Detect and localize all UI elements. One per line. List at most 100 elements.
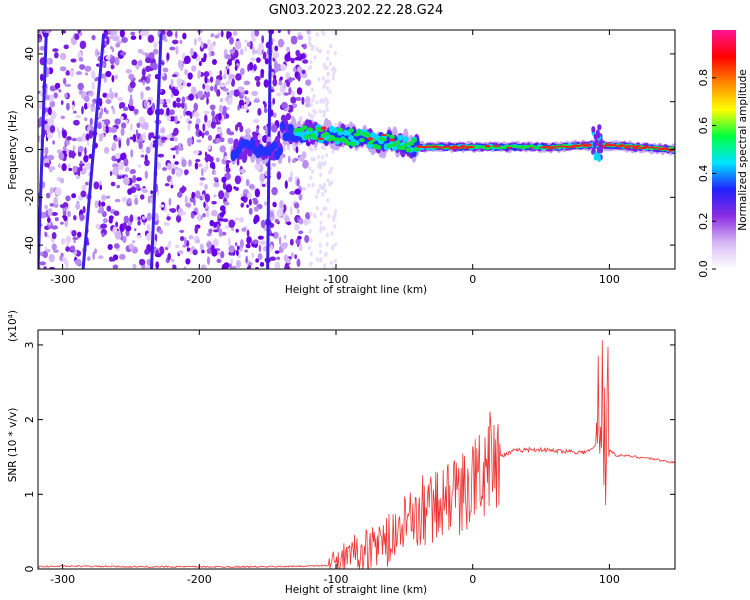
noise-speckle bbox=[306, 30, 311, 35]
noise-speckle bbox=[39, 45, 46, 51]
tone-blob bbox=[397, 134, 404, 141]
noise-speckle bbox=[135, 129, 139, 138]
colorbar-label: Normalized spectral amplitude bbox=[737, 69, 749, 230]
noise-speckle bbox=[300, 53, 306, 59]
noise-speckle bbox=[276, 256, 281, 261]
noise-speckle bbox=[75, 114, 81, 119]
noise-speckle bbox=[319, 228, 323, 234]
noise-speckle bbox=[269, 256, 277, 261]
noise-speckle bbox=[125, 119, 129, 124]
noise-speckle bbox=[220, 250, 225, 259]
noise-speckle bbox=[98, 200, 101, 208]
noise-speckle bbox=[274, 63, 281, 72]
noise-speckle bbox=[213, 177, 218, 182]
tone-blob bbox=[583, 144, 590, 148]
noise-speckle bbox=[179, 211, 187, 216]
noise-speckle bbox=[289, 238, 294, 246]
noise-speckle bbox=[310, 46, 314, 52]
noise-speckle bbox=[270, 124, 278, 133]
noise-speckle bbox=[140, 30, 145, 37]
noise-speckle bbox=[239, 67, 245, 76]
noise-speckle bbox=[136, 234, 143, 239]
noise-speckle bbox=[193, 111, 200, 118]
noise-speckle bbox=[231, 78, 236, 87]
noise-speckle bbox=[214, 34, 219, 39]
noise-speckle bbox=[199, 177, 206, 181]
noise-speckle bbox=[309, 64, 313, 70]
noise-speckle bbox=[49, 100, 56, 108]
noise-speckle bbox=[194, 190, 201, 199]
noise-speckle bbox=[192, 249, 198, 256]
noise-speckle bbox=[246, 192, 252, 199]
noise-speckle bbox=[119, 101, 126, 109]
noise-speckle bbox=[182, 32, 187, 40]
noise-speckle bbox=[274, 250, 280, 254]
noise-speckle bbox=[244, 249, 248, 253]
noise-speckle bbox=[137, 48, 144, 54]
noise-speckle bbox=[98, 111, 103, 119]
noise-speckle bbox=[141, 51, 146, 56]
tone-blob bbox=[380, 133, 387, 137]
noise-speckle bbox=[244, 103, 249, 112]
noise-speckle bbox=[200, 41, 204, 49]
tone-blob bbox=[553, 147, 560, 149]
noise-speckle bbox=[330, 231, 334, 236]
noise-speckle bbox=[329, 44, 333, 49]
tone-blob bbox=[320, 126, 327, 130]
noise-speckle bbox=[70, 58, 77, 63]
noise-speckle bbox=[283, 92, 290, 96]
colorbar-tick-label: 0.6 bbox=[697, 117, 710, 135]
noise-speckle bbox=[151, 102, 156, 112]
noise-speckle bbox=[282, 144, 286, 152]
noise-speckle bbox=[201, 193, 205, 200]
noise-speckle bbox=[261, 35, 264, 44]
noise-speckle bbox=[111, 258, 115, 262]
noise-speckle bbox=[297, 72, 301, 82]
noise-speckle bbox=[170, 78, 174, 88]
figure-title: GN03.2023.202.22.28.G24 bbox=[269, 3, 444, 18]
noise-speckle bbox=[205, 92, 211, 98]
noise-speckle bbox=[193, 197, 196, 206]
noise-speckle bbox=[137, 164, 142, 168]
tone-blob bbox=[323, 131, 330, 136]
noise-speckle bbox=[50, 186, 54, 195]
noise-speckle bbox=[45, 30, 52, 34]
noise-speckle bbox=[141, 68, 146, 77]
noise-speckle bbox=[225, 167, 231, 173]
noise-speckle bbox=[319, 165, 323, 170]
noise-speckle bbox=[225, 81, 230, 86]
noise-speckle bbox=[101, 194, 107, 202]
noise-speckle bbox=[263, 102, 267, 109]
noise-speckle bbox=[219, 137, 225, 143]
noise-speckle bbox=[144, 248, 150, 255]
noise-speckle bbox=[166, 30, 173, 37]
noise-speckle bbox=[213, 194, 217, 198]
noise-speckle bbox=[316, 154, 320, 160]
noise-speckle bbox=[153, 41, 158, 49]
noise-speckle bbox=[77, 168, 81, 177]
snr-y-tick-label: 3 bbox=[23, 341, 36, 348]
noise-speckle bbox=[283, 82, 287, 89]
spectrogram-x-tick-label: -100 bbox=[324, 273, 349, 286]
spectrogram-y-tick-label: -40 bbox=[23, 236, 36, 254]
noise-speckle bbox=[172, 88, 180, 97]
tone-blob bbox=[460, 145, 467, 148]
noise-speckle bbox=[81, 105, 84, 115]
noise-speckle bbox=[323, 160, 327, 166]
noise-speckle bbox=[132, 175, 137, 184]
noise-speckle bbox=[109, 171, 113, 176]
noise-speckle bbox=[128, 97, 134, 107]
noise-speckle bbox=[53, 196, 58, 205]
noise-speckle bbox=[333, 214, 337, 219]
noise-speckle bbox=[112, 264, 119, 269]
noise-speckle bbox=[97, 255, 104, 260]
noise-speckle bbox=[331, 75, 335, 81]
noise-speckle bbox=[54, 82, 61, 89]
spectrogram-x-tick-label: -300 bbox=[50, 273, 75, 286]
noise-speckle bbox=[89, 117, 93, 126]
tone-blob bbox=[624, 146, 631, 149]
noise-speckle bbox=[298, 155, 305, 162]
noise-speckle bbox=[272, 202, 277, 208]
noise-speckle bbox=[253, 119, 259, 123]
burst-blob bbox=[597, 124, 602, 131]
